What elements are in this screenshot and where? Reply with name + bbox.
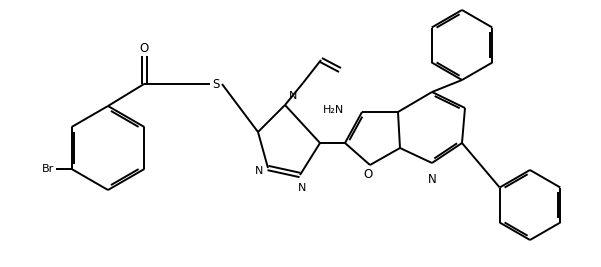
- Text: O: O: [364, 168, 373, 182]
- Text: N: N: [428, 173, 436, 186]
- Text: O: O: [139, 41, 148, 54]
- Text: H₂N: H₂N: [323, 105, 344, 115]
- Text: N: N: [298, 183, 306, 193]
- Text: S: S: [212, 77, 220, 91]
- Text: N: N: [255, 166, 263, 176]
- Text: N: N: [289, 91, 297, 101]
- Text: Br: Br: [41, 164, 53, 174]
